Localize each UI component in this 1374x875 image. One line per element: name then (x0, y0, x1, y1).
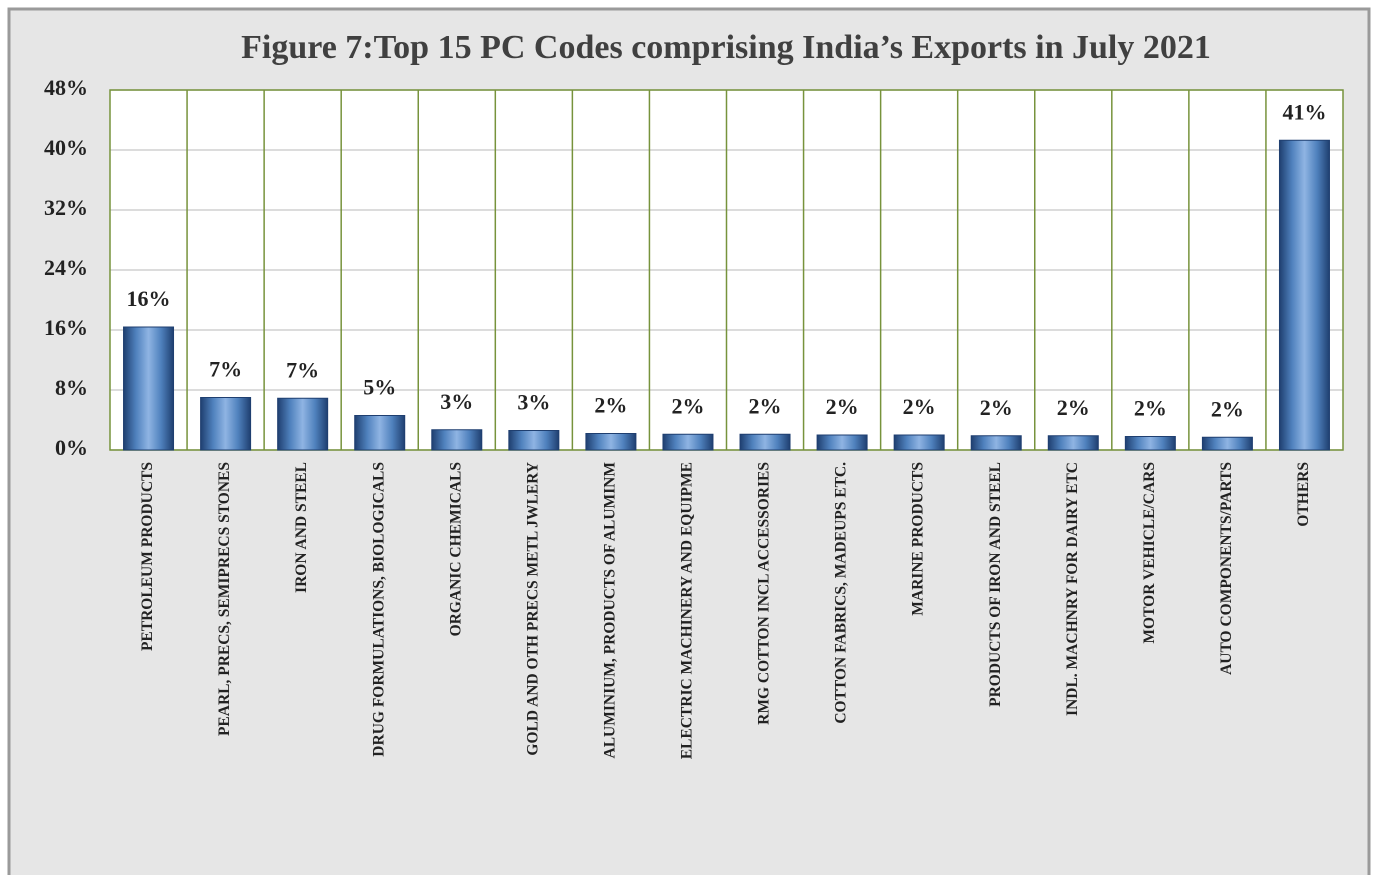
x-tick-label: ELECTRIC MACHINERY AND EQUIPME (679, 462, 696, 759)
x-tick-label: RMG COTTON INCL ACCESSORIES (756, 462, 773, 725)
y-tick-label: 40% (44, 135, 88, 160)
bar (1278, 139, 1330, 451)
value-label: 2% (1057, 395, 1090, 420)
x-tick-label: AUTO COMPONENTS/PARTS (1218, 462, 1235, 675)
y-tick-label: 0% (55, 435, 88, 460)
value-label: 5% (363, 375, 396, 400)
x-tick-label: IRON AND STEEL (293, 462, 310, 593)
chart-title: Figure 7:Top 15 PC Codes comprising Indi… (241, 29, 1211, 66)
bar (662, 433, 714, 451)
bar (123, 326, 175, 451)
plot-border (109, 89, 1344, 451)
bar (893, 434, 945, 451)
bar (585, 433, 637, 451)
bar (1124, 436, 1176, 451)
value-label: 3% (440, 389, 473, 414)
value-label: 3% (517, 390, 550, 415)
x-tick-label: ALUMINIUM, PRODUCTS OF ALUMINM (601, 462, 618, 759)
x-tick-label: COTTON FABRICS, MADEUPS ETC. (833, 462, 850, 724)
x-tick-label: MARINE PRODUCTS (910, 462, 927, 616)
x-tick-label: GOLD AND OTH PRECS METL JWLERY (524, 462, 541, 756)
value-label: 2% (594, 393, 627, 418)
value-label: 2% (903, 394, 936, 419)
x-tick-label: PRODUCTS OF IRON AND STEEL (987, 462, 1004, 707)
x-tick-label: PEARL, PRECS, SEMIPRECS STONES (216, 462, 233, 736)
value-label: 2% (1211, 396, 1244, 421)
value-label: 2% (826, 394, 859, 419)
value-label: 2% (749, 393, 782, 418)
value-label: 16% (127, 286, 171, 311)
y-tick-label: 48% (44, 75, 88, 100)
bar (816, 434, 868, 451)
x-tick-label: INDL. MACHNRY FOR DAIRY ETC (1064, 462, 1081, 716)
bar (200, 397, 252, 451)
y-tick-label: 16% (44, 315, 88, 340)
bar (1201, 436, 1253, 451)
y-tick-label: 32% (44, 195, 88, 220)
value-label: 2% (1134, 396, 1167, 421)
bar (508, 430, 560, 451)
value-label: 41% (1282, 99, 1326, 124)
bar (1047, 435, 1099, 451)
x-tick-label: OTHERS (1295, 462, 1312, 527)
x-tick-label: ORGANIC CHEMICALS (447, 462, 464, 636)
bar (277, 397, 329, 451)
x-tick-label: DRUG FORMULATIONS, BIOLOGICALS (370, 462, 387, 757)
bar (431, 429, 483, 451)
bar (970, 435, 1022, 451)
value-label: 7% (286, 357, 319, 382)
x-tick-label: MOTOR VEHICLE/CARS (1141, 462, 1158, 644)
value-label: 2% (671, 393, 704, 418)
y-tick-label: 24% (44, 255, 88, 280)
bar (354, 415, 406, 451)
x-tick-label: PETROLEUM PRODUCTS (139, 462, 156, 651)
bar (739, 433, 791, 451)
y-tick-label: 8% (55, 375, 88, 400)
value-label: 2% (980, 395, 1013, 420)
value-label: 7% (209, 357, 242, 382)
